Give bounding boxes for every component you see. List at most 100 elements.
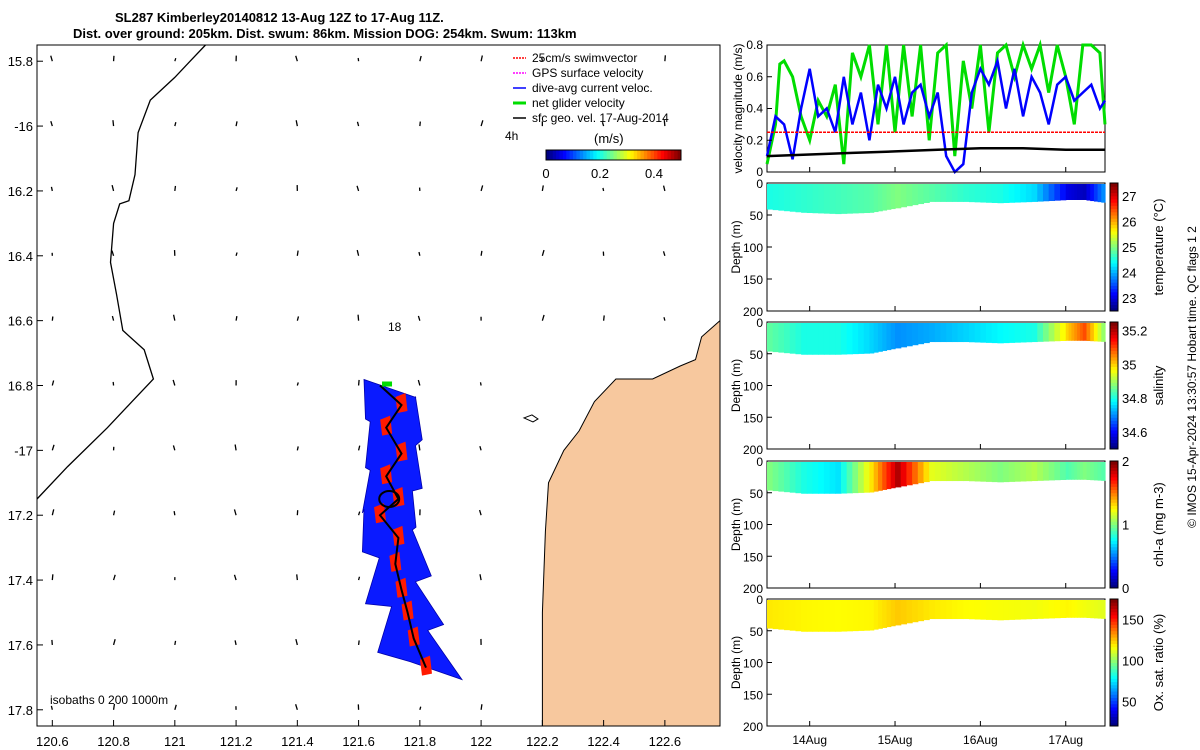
depth-profile-cell: [1086, 600, 1091, 618]
panel-colorbar-segment: [1110, 652, 1118, 657]
depth-profile-cell: [818, 600, 825, 632]
panel-colorbar-segment: [1110, 565, 1118, 570]
date-tick-label: 17Aug: [1048, 733, 1083, 747]
depth-profile-cell: [1079, 462, 1084, 480]
panel-colorbar-segment: [1110, 713, 1118, 717]
surface-velocity-arrow: [357, 445, 361, 451]
panel-colorbar-segment: [1110, 202, 1118, 206]
panel-colorbar-segment: [1110, 275, 1118, 280]
panel-colorbar-segment: [1110, 379, 1118, 383]
panel-colorbar-segment: [1110, 231, 1118, 235]
panel-colorbar-segment: [1110, 495, 1118, 500]
surface-velocity-arrow: [235, 316, 238, 321]
panel-colorbar-segment: [1110, 575, 1118, 579]
depth-profile-cell: [882, 184, 888, 211]
panel-colorbar-segment: [1110, 227, 1118, 232]
depth-profile-cell: [1048, 184, 1055, 201]
panel-colorbar-segment: [1110, 618, 1118, 622]
depth-profile-cell: [784, 462, 791, 493]
surface-velocity-arrow: [174, 57, 177, 62]
colorbar-segment: [674, 150, 679, 160]
panel-colorbar-segment: [1110, 524, 1118, 529]
panel-colorbar-tick-label: 1: [1122, 518, 1129, 533]
surface-velocity-arrow: [174, 704, 177, 710]
surface-velocity-arrow: [480, 250, 483, 256]
panel-colorbar-segment: [1110, 697, 1118, 702]
depth-profile-cell: [895, 323, 902, 349]
panel-colorbar-segment: [1110, 341, 1118, 345]
depth-profile-cell: [1090, 462, 1095, 481]
panel-colorbar-segment: [1110, 356, 1118, 361]
depth-profile-cell: [869, 462, 875, 493]
colorbar-segment: [654, 150, 658, 160]
depth-profile-cell: [1086, 462, 1091, 480]
depth-profile-cell: [858, 184, 865, 214]
colorbar-segment: [610, 150, 614, 160]
panel-colorbar-segment: [1110, 514, 1118, 519]
panel-colorbar-segment: [1110, 189, 1118, 194]
surface-velocity-arrow: [480, 185, 484, 192]
depth-profile-cell: [818, 323, 825, 355]
depth-profile-cell: [1020, 600, 1027, 620]
depth-y-tick-label: 0: [756, 316, 763, 330]
panel-colorbar-segment: [1110, 410, 1118, 415]
depth-profile-cell: [1093, 462, 1099, 481]
depth-profile-cell: [1037, 323, 1044, 342]
panel-colorbar-segment: [1110, 502, 1118, 506]
depth-profile-cell: [1097, 323, 1102, 342]
panel-colorbar-segment: [1110, 253, 1118, 258]
panel-colorbar-segment: [1110, 527, 1118, 532]
depth-profile-cell: [917, 462, 925, 484]
surface-velocity-arrow: [417, 379, 421, 386]
panel-colorbar-segment: [1110, 611, 1118, 616]
depth-profile-cell: [869, 600, 875, 631]
panel-colorbar-segment: [1110, 643, 1118, 648]
depth-profile-cell: [895, 600, 902, 626]
panel-colorbar-segment: [1110, 208, 1118, 213]
velocity-y-tick-label: 0.6: [746, 70, 763, 84]
surface-velocity-arrow: [541, 249, 545, 256]
depth-profile-cell: [1020, 184, 1027, 203]
depth-profile-cell: [1020, 462, 1027, 482]
panel-colorbar-segment: [1110, 369, 1118, 374]
swim-vector-patch: [392, 525, 405, 546]
depth-profile-cell: [873, 462, 879, 492]
colorbar-segment: [562, 150, 567, 160]
depth-profile-cell: [1074, 323, 1078, 341]
surface-velocity-arrow: [112, 703, 116, 710]
surface-velocity-arrow: [417, 315, 421, 321]
panel-colorbar-segment: [1110, 476, 1118, 481]
depth-profile-cell: [991, 184, 999, 203]
panel-colorbar-segment: [1110, 304, 1118, 309]
depth-profile-cell: [858, 462, 865, 493]
panel-colorbar-segment: [1110, 646, 1118, 651]
colorbar-segment: [643, 150, 648, 160]
depth-profile-cell: [1071, 600, 1075, 618]
surface-velocity-arrow: [419, 706, 422, 710]
panel-colorbar-segment: [1110, 700, 1118, 705]
depth-profile-cell: [767, 600, 774, 629]
copyright-note-text: © IMOS 15-Apr-2024 13:30:57 Hobart time.…: [1185, 226, 1199, 528]
panel-colorbar-segment: [1110, 633, 1118, 638]
panel-colorbar-segment: [1110, 445, 1118, 450]
panel-colorbar-segment: [1110, 621, 1118, 625]
colorbar-segment: [616, 150, 621, 160]
panel-colorbar-segment: [1110, 301, 1118, 306]
depth-profile-cell: [806, 323, 814, 355]
map-y-tick-label: -16: [14, 119, 33, 134]
panel-colorbar-segment: [1110, 662, 1118, 667]
panel-colorbar-segment: [1110, 489, 1118, 494]
colorbar-segment: [667, 150, 672, 160]
depth-profile-cell: [1101, 184, 1106, 203]
depth-profile-cell: [1097, 184, 1102, 203]
glider-track: [378, 384, 427, 668]
panel-colorbar-segment: [1110, 672, 1118, 676]
depth-profile-cell: [812, 600, 819, 632]
depth-profile-cell: [882, 323, 888, 351]
depth-profile-cell: [846, 184, 853, 214]
panel-colorbar-tick-label: 2: [1122, 454, 1129, 469]
depth-profile-cell: [940, 323, 947, 343]
depth-profile-cell: [1060, 600, 1067, 618]
colorbar-segment: [559, 150, 564, 160]
surface-velocity-arrow: [663, 317, 666, 321]
